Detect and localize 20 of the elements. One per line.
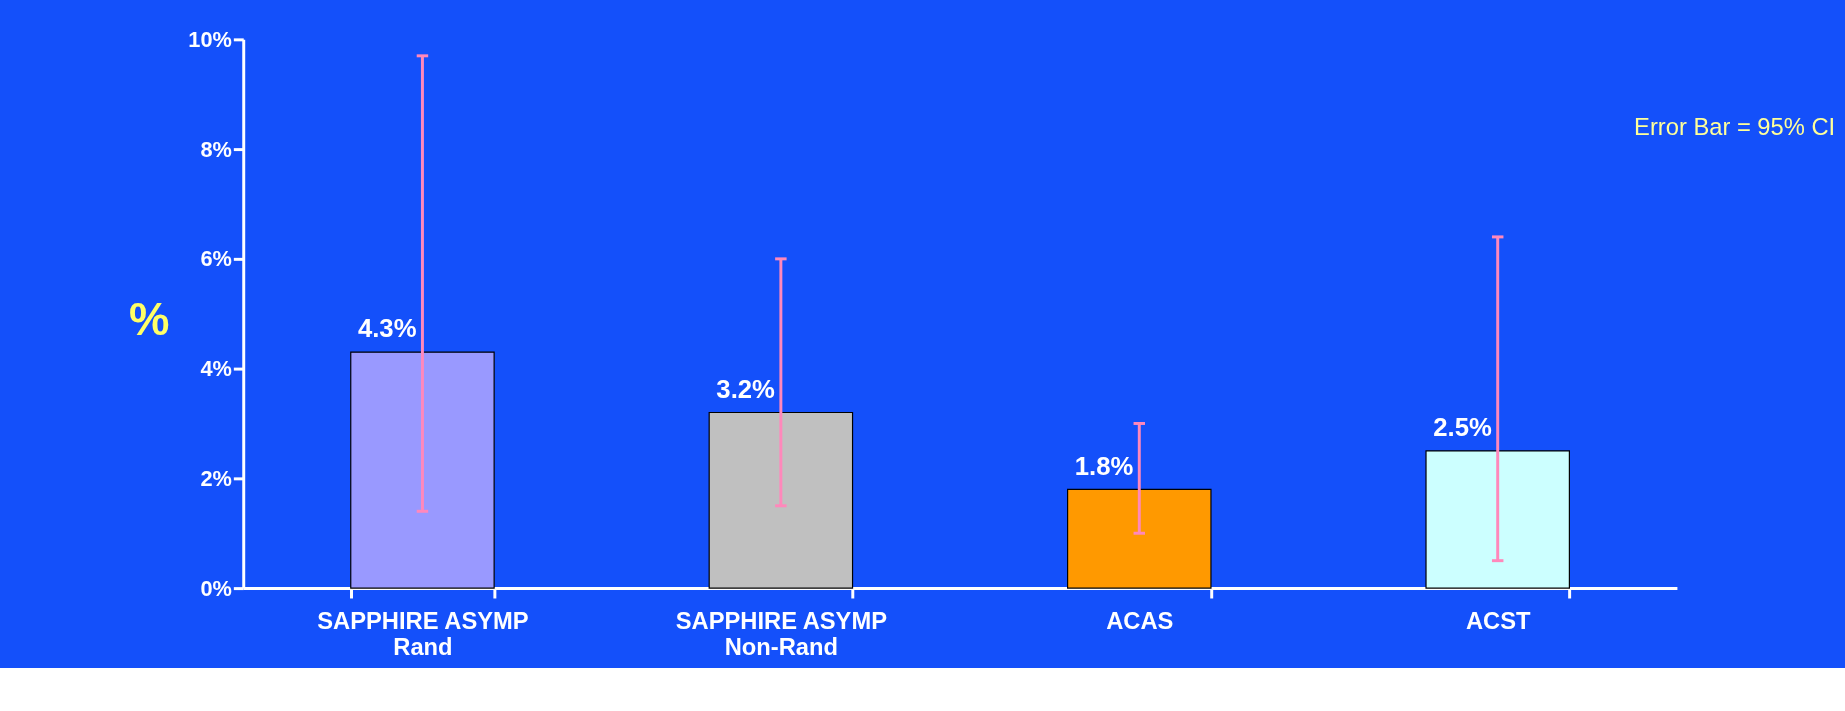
x-tick-label: ACAS — [1106, 608, 1174, 635]
data-label: 3.2% — [716, 374, 776, 403]
y-tick-label: 0% — [200, 575, 232, 601]
annotation: Error Bar = 95% CI — [1634, 114, 1836, 141]
bar — [1067, 488, 1212, 589]
y-tick-label: 4% — [200, 356, 232, 382]
data-label: 1.8% — [1074, 451, 1134, 480]
bar — [1425, 450, 1570, 589]
x-tick-label: SAPPHIRE ASYMP Rand — [317, 608, 529, 660]
y-tick-label: 8% — [200, 136, 232, 162]
y-tick-label: 6% — [200, 246, 232, 272]
bar — [350, 351, 495, 589]
bar — [708, 411, 854, 589]
y-tick-label: 2% — [200, 465, 232, 491]
x-tick-label: SAPPHIRE ASYMP Non-Rand — [675, 608, 888, 660]
y-axis-title: % — [129, 293, 170, 345]
y-tick-label: 10% — [188, 26, 232, 52]
data-label: 2.5% — [1433, 413, 1492, 442]
x-tick-label: ACST — [1465, 608, 1531, 635]
data-label: 4.3% — [357, 314, 417, 343]
